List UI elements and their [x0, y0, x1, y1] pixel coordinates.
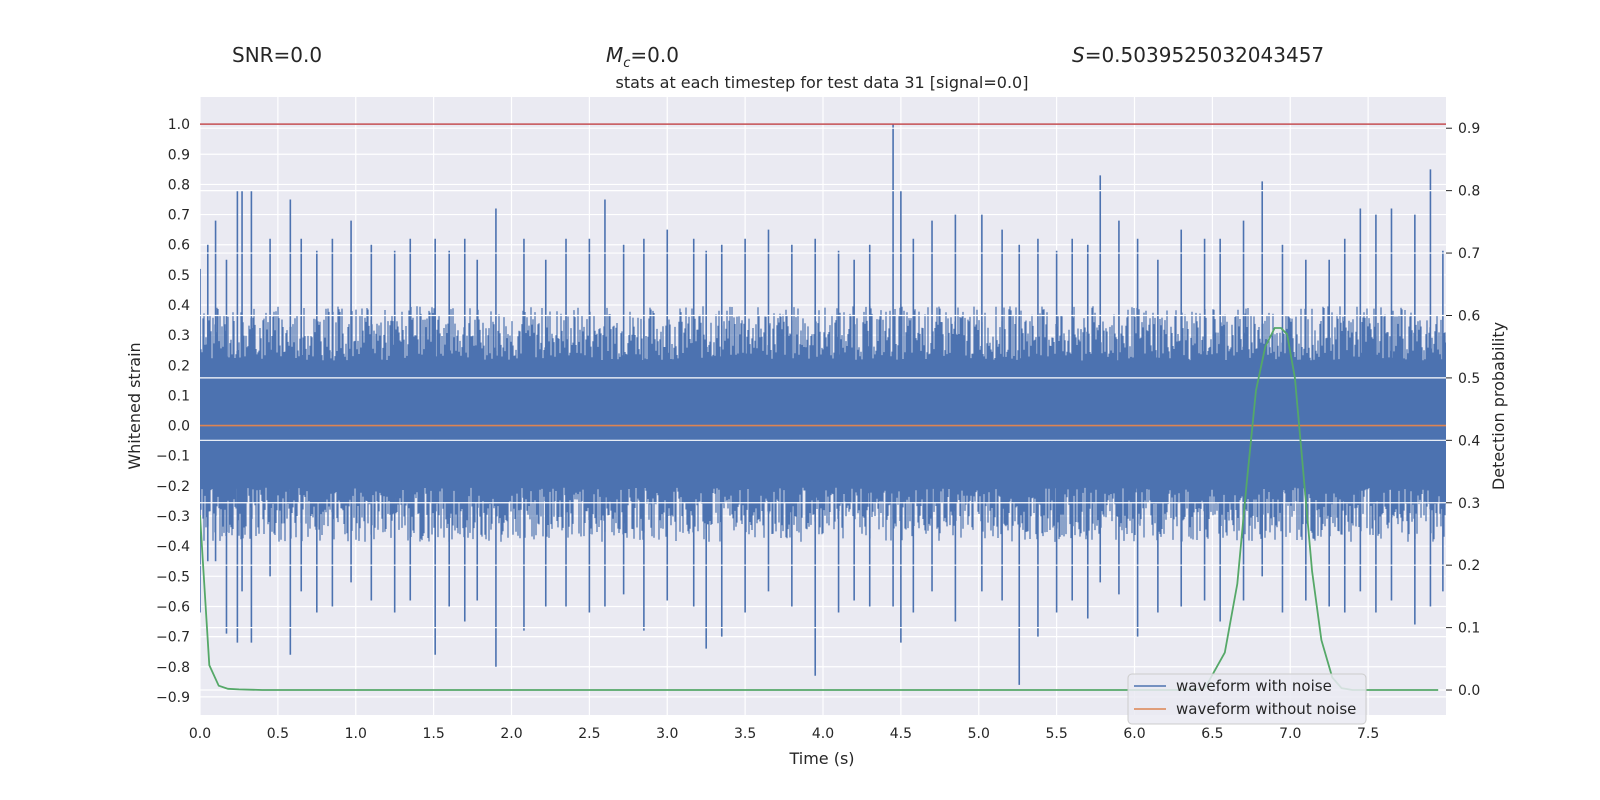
right-y-tick-label: 0.1	[1458, 621, 1480, 637]
chirp-mass-stat: Mc=0.0	[606, 43, 679, 71]
left-y-tick-label: −0.5	[156, 569, 190, 585]
left-y-tick-label: 0.0	[168, 419, 190, 435]
left-y-tick-label: −0.9	[156, 690, 190, 706]
x-axis-label: Time (s)	[788, 749, 854, 768]
legend: waveform with noise waveform without noi…	[1127, 673, 1367, 725]
x-tick-label: 0.0	[189, 726, 211, 742]
x-tick-label: 7.5	[1357, 726, 1379, 742]
left-y-tick-label: 0.4	[168, 298, 190, 314]
right-y-tick-label: 0.3	[1458, 496, 1480, 512]
x-tick-label: 6.0	[1123, 726, 1145, 742]
left-y-tick-label: 1.0	[168, 117, 190, 133]
left-y-tick-label: 0.3	[168, 328, 190, 344]
right-y-tick-label: 0.9	[1458, 121, 1480, 137]
chirp-mass-value: =0.0	[630, 43, 679, 67]
left-y-axis-label: Whitened strain	[125, 342, 144, 469]
left-y-tick-label: −0.6	[156, 599, 190, 615]
left-y-tick-label: −0.2	[156, 479, 190, 495]
x-tick-label: 2.5	[578, 726, 600, 742]
right-y-tick-label: 0.5	[1458, 371, 1480, 387]
chart-title: stats at each timestep for test data 31 …	[616, 73, 1029, 92]
snr-stat: SNR=0.0	[232, 43, 322, 67]
score-stat: S=0.5039525032043457	[1072, 43, 1324, 67]
score-value: =0.5039525032043457	[1085, 43, 1324, 67]
right-y-tick-label: 0.2	[1458, 558, 1480, 574]
right-y-tick-label: 0.7	[1458, 246, 1480, 262]
left-y-tick-label: 0.8	[168, 177, 190, 193]
x-tick-label: 2.0	[500, 726, 522, 742]
x-tick-label: 1.5	[422, 726, 444, 742]
left-y-tick-label: 0.5	[168, 268, 190, 284]
legend-label-clean: waveform without noise	[1176, 700, 1356, 718]
left-y-tick-label: 0.1	[168, 388, 190, 404]
left-y-tick-label: −0.7	[156, 630, 190, 646]
right-y-axis-ticks: 0.9 0.8 0.7 0.6 0.5 0.4 0.3 0.2 0.1 0.0	[1446, 121, 1480, 699]
x-tick-label: 3.5	[734, 726, 756, 742]
right-y-tick-label: 0.4	[1458, 433, 1480, 449]
score-symbol: S	[1072, 43, 1085, 67]
x-tick-label: 0.5	[267, 726, 289, 742]
series-group	[200, 123, 1446, 685]
legend-box	[1127, 673, 1367, 725]
x-tick-label: 7.0	[1279, 726, 1301, 742]
right-y-tick-label: 0.6	[1458, 308, 1480, 324]
left-y-tick-label: 0.7	[168, 208, 190, 224]
x-tick-label: 4.0	[812, 726, 834, 742]
left-y-tick-label: −0.8	[156, 660, 190, 676]
left-y-axis-ticks: 1.0 0.9 0.8 0.7 0.6 0.5 0.4 0.3 0.2 0.1 0.0 −0.1 −0.…	[156, 117, 190, 706]
x-tick-label: 4.5	[890, 726, 912, 742]
x-tick-label: 5.0	[968, 726, 990, 742]
left-y-tick-label: −0.1	[156, 449, 190, 465]
legend-label-noisy: waveform with noise	[1176, 677, 1332, 695]
chirp-mass-symbol: M	[606, 43, 623, 67]
left-y-tick-label: −0.3	[156, 509, 190, 525]
x-tick-label: 1.0	[345, 726, 367, 742]
probability-group	[200, 327, 1439, 691]
x-tick-label: 5.5	[1045, 726, 1067, 742]
x-tick-label: 6.5	[1201, 726, 1223, 742]
detection-probability-line	[200, 327, 1439, 691]
x-tick-label: 3.0	[656, 726, 678, 742]
left-y-tick-label: −0.4	[156, 539, 190, 555]
left-y-tick-label: 0.6	[168, 238, 190, 254]
right-y-tick-label: 0.8	[1458, 184, 1480, 200]
chirp-mass-subscript: c	[623, 56, 630, 71]
left-y-tick-label: 0.9	[168, 147, 190, 163]
right-y-axis-label: Detection probability	[1489, 322, 1508, 490]
x-axis-ticks: 0.0 0.5 1.0 1.5 2.0 2.5 3.0 3.5 4.0 4.5 5.0 5.5 6.0 6…	[189, 726, 1379, 742]
right-y-tick-label: 0.0	[1458, 683, 1480, 699]
left-y-tick-label: 0.2	[168, 358, 190, 374]
